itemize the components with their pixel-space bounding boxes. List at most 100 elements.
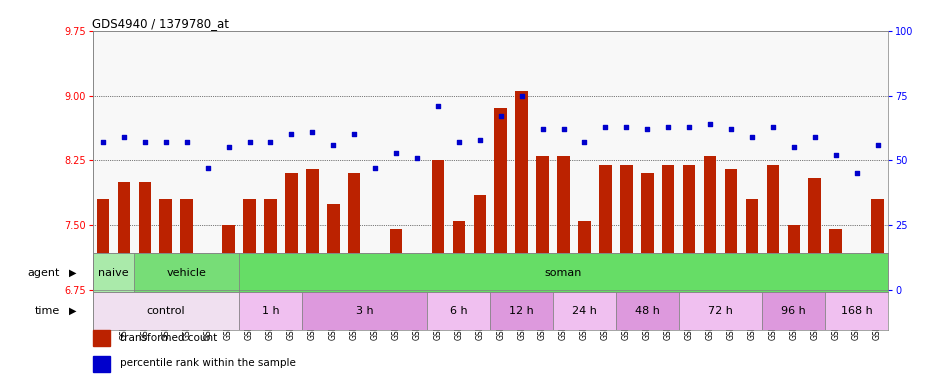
Text: 1 h: 1 h [262, 306, 279, 316]
Bar [92, 330, 110, 346]
FancyBboxPatch shape [679, 292, 762, 330]
Bar [432, 161, 444, 290]
Bar [662, 165, 674, 290]
Bar [202, 281, 214, 290]
Point [473, 137, 487, 143]
FancyBboxPatch shape [616, 292, 679, 330]
Bar [495, 109, 507, 290]
FancyBboxPatch shape [825, 292, 888, 330]
Point [514, 93, 529, 99]
Point [347, 131, 362, 137]
Bar [808, 177, 821, 290]
Text: GDS4940 / 1379780_at: GDS4940 / 1379780_at [92, 17, 229, 30]
Point [766, 124, 781, 130]
Bar [515, 91, 528, 290]
Bar [348, 173, 361, 290]
Bar [474, 195, 486, 290]
FancyBboxPatch shape [92, 292, 239, 330]
Bar [871, 199, 883, 290]
Point [536, 126, 550, 132]
Text: percentile rank within the sample: percentile rank within the sample [120, 358, 296, 368]
Text: ▶: ▶ [69, 268, 77, 278]
Bar [830, 230, 842, 290]
Point [723, 126, 738, 132]
Point [556, 126, 571, 132]
Point [451, 139, 466, 145]
Point [284, 131, 299, 137]
Point [660, 124, 675, 130]
Bar [724, 169, 737, 290]
Point [263, 139, 278, 145]
Bar [97, 199, 109, 290]
Bar [452, 221, 465, 290]
Text: 3 h: 3 h [356, 306, 374, 316]
Point [640, 126, 655, 132]
Text: agent: agent [28, 268, 60, 278]
FancyBboxPatch shape [427, 292, 490, 330]
Bar [222, 225, 235, 290]
Point [828, 152, 843, 158]
Point [410, 155, 425, 161]
Point [221, 144, 236, 151]
Point [870, 142, 885, 148]
Bar [704, 156, 716, 290]
Point [242, 139, 257, 145]
Bar [265, 199, 277, 290]
FancyBboxPatch shape [92, 253, 134, 292]
Text: 72 h: 72 h [709, 306, 733, 316]
Text: time: time [35, 306, 60, 316]
Bar [92, 356, 110, 372]
FancyBboxPatch shape [239, 253, 888, 292]
Point [808, 134, 822, 140]
Bar [411, 260, 424, 290]
Text: 24 h: 24 h [572, 306, 597, 316]
Bar [599, 165, 611, 290]
Point [158, 139, 173, 145]
Bar [641, 173, 654, 290]
Text: control: control [146, 306, 185, 316]
Point [326, 142, 340, 148]
Bar [557, 156, 570, 290]
Point [179, 139, 194, 145]
Text: 12 h: 12 h [510, 306, 534, 316]
Bar [787, 225, 800, 290]
FancyBboxPatch shape [134, 253, 239, 292]
Point [745, 134, 759, 140]
Bar [243, 199, 256, 290]
FancyBboxPatch shape [762, 292, 825, 330]
Point [682, 124, 697, 130]
Text: 96 h: 96 h [782, 306, 807, 316]
Point [95, 139, 110, 145]
Bar [285, 173, 298, 290]
Text: vehicle: vehicle [166, 268, 206, 278]
Text: soman: soman [545, 268, 582, 278]
Point [598, 124, 612, 130]
FancyBboxPatch shape [490, 292, 553, 330]
Point [619, 124, 634, 130]
Bar [683, 165, 696, 290]
Point [430, 103, 445, 109]
Bar [578, 221, 591, 290]
Point [493, 113, 508, 119]
Bar [327, 204, 339, 290]
Point [138, 139, 153, 145]
Bar [139, 182, 151, 290]
Point [703, 121, 718, 127]
Text: naive: naive [98, 268, 129, 278]
Point [577, 139, 592, 145]
Bar [389, 230, 402, 290]
Bar [369, 281, 381, 290]
Text: 168 h: 168 h [841, 306, 872, 316]
Text: 6 h: 6 h [450, 306, 468, 316]
Bar [159, 199, 172, 290]
Bar [536, 156, 549, 290]
Point [368, 165, 383, 171]
Bar [180, 199, 193, 290]
Point [786, 144, 801, 151]
Point [849, 170, 864, 176]
Bar [306, 169, 318, 290]
FancyBboxPatch shape [239, 292, 302, 330]
Bar [117, 182, 130, 290]
Point [305, 129, 320, 135]
Point [200, 165, 215, 171]
